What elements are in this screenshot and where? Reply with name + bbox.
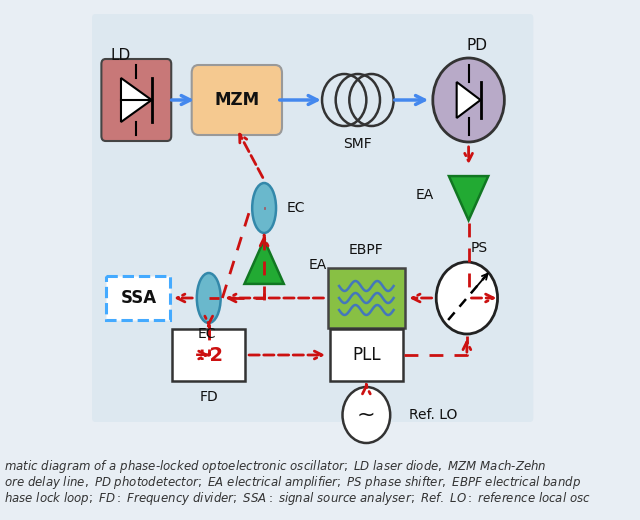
FancyBboxPatch shape [92, 14, 533, 422]
Text: LD: LD [111, 47, 131, 62]
Text: FD: FD [200, 390, 218, 404]
Circle shape [342, 387, 390, 443]
Ellipse shape [252, 183, 276, 233]
Text: EA: EA [308, 258, 326, 272]
FancyBboxPatch shape [101, 59, 172, 141]
Text: EC: EC [286, 201, 305, 215]
Polygon shape [457, 82, 481, 118]
Text: EBPF: EBPF [349, 243, 384, 257]
FancyBboxPatch shape [172, 329, 245, 381]
Text: PLL: PLL [352, 346, 381, 364]
Polygon shape [121, 78, 152, 122]
Text: Ref. LO: Ref. LO [409, 408, 458, 422]
Text: $\it{matic\ diagram\ of\ a\ phase\text{-}locked\ optoelectronic\ oscillator;\ LD: $\it{matic\ diagram\ of\ a\ phase\text{-… [4, 458, 547, 475]
Ellipse shape [197, 273, 221, 323]
Circle shape [433, 58, 504, 142]
FancyBboxPatch shape [106, 276, 170, 320]
Text: EC: EC [198, 327, 216, 341]
Text: SSA: SSA [121, 289, 157, 307]
Text: SMF: SMF [344, 137, 372, 151]
Text: ÷2: ÷2 [194, 345, 224, 365]
Text: $\it{ore\ delay\ line,\ PD\ photodetector;\ EA\ electrical\ amplifier;\ PS\ phas: $\it{ore\ delay\ line,\ PD\ photodetecto… [4, 474, 581, 491]
Text: EA: EA [415, 188, 433, 202]
Text: MZM: MZM [214, 91, 259, 109]
Text: ~: ~ [357, 405, 376, 425]
Text: PD: PD [467, 37, 488, 53]
Text: $\it{hase\ lock\ loop;\ FD:\ Frequency\ divider;\ SSA:\ signal\ source\ analyser: $\it{hase\ lock\ loop;\ FD:\ Frequency\ … [4, 490, 591, 507]
FancyBboxPatch shape [330, 329, 403, 381]
FancyBboxPatch shape [328, 268, 404, 328]
Circle shape [436, 262, 497, 334]
Text: PS: PS [470, 241, 488, 255]
FancyBboxPatch shape [192, 65, 282, 135]
Polygon shape [244, 240, 284, 284]
Polygon shape [449, 176, 488, 220]
